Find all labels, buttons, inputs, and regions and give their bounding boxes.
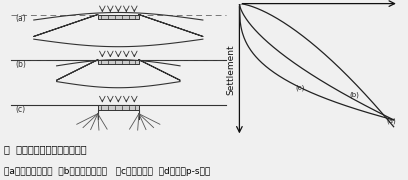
Text: (a): (a) <box>16 14 26 23</box>
Text: 图  竖直荷载下地基的破坏形式: 图 竖直荷载下地基的破坏形式 <box>4 145 87 155</box>
Text: (b): (b) <box>350 91 359 98</box>
Text: (c): (c) <box>16 105 26 114</box>
Bar <box>98 105 139 110</box>
Text: Settlement: Settlement <box>226 44 235 94</box>
Text: (c): (c) <box>295 85 305 91</box>
Bar <box>98 60 139 64</box>
Text: (b): (b) <box>16 60 27 69</box>
Bar <box>98 15 139 19</box>
Text: (a): (a) <box>387 118 397 124</box>
Text: （a）整体剪切破坏  （b）局部剪切破坏   （c）冲剪破坏  （d）典型p-s曲线: （a）整体剪切破坏 （b）局部剪切破坏 （c）冲剪破坏 （d）典型p-s曲线 <box>4 167 211 176</box>
